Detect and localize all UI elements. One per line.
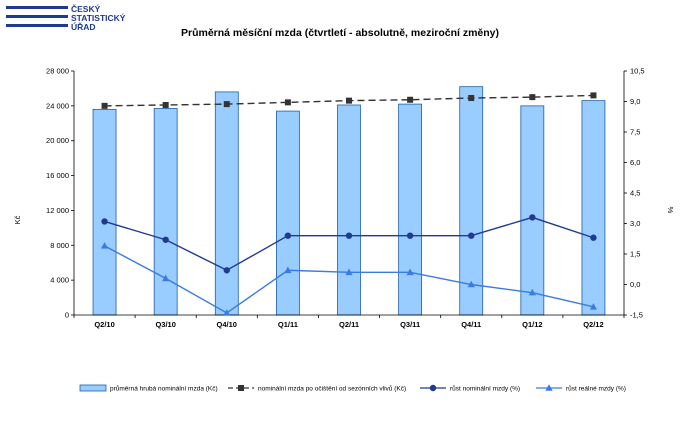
bar-Q4-10 bbox=[214, 91, 239, 316]
bar-Q3-11 bbox=[398, 103, 423, 316]
series-2-point bbox=[284, 232, 292, 239]
series-2-point bbox=[406, 232, 414, 239]
right-tick-label: 6,0 bbox=[630, 158, 640, 167]
series-3-point bbox=[100, 242, 109, 249]
left-tick-label: 8 000 bbox=[50, 241, 69, 250]
right-tick-label: 4,5 bbox=[630, 189, 640, 198]
left-tick-label: 16 000 bbox=[46, 171, 69, 180]
right-axis-label: % bbox=[666, 207, 675, 214]
legend-marker-2 bbox=[429, 384, 437, 392]
series-1-point bbox=[162, 101, 169, 108]
series-3-point bbox=[406, 268, 414, 276]
bar-Q2-10 bbox=[92, 108, 117, 316]
series-1-point bbox=[529, 94, 536, 101]
left-tick-label: 0 bbox=[65, 311, 69, 320]
right-tick-label: 1,5 bbox=[630, 250, 640, 259]
series-3-point bbox=[589, 303, 598, 310]
series-2-point bbox=[345, 232, 353, 239]
logo: ČESKÝ STATISTICKÝ ÚŘAD bbox=[6, 3, 126, 32]
series-2-point bbox=[590, 234, 597, 241]
plot-area: 0 4 000 8 000 12 000 16 000 20 000 24 000 28 00… bbox=[46, 67, 645, 330]
x-tick-label: Q3/10 bbox=[155, 320, 175, 329]
legend-swatch-0 bbox=[79, 384, 107, 392]
left-axis-label: Kč bbox=[13, 215, 22, 224]
bar-Q1-11 bbox=[275, 110, 300, 316]
logo-bar-1 bbox=[6, 6, 68, 9]
x-tick-label: Q2/11 bbox=[339, 320, 359, 329]
bar-Q2-12 bbox=[581, 100, 606, 316]
series-1-point bbox=[346, 97, 352, 104]
series-3-point bbox=[284, 266, 292, 274]
left-tick-label: 24 000 bbox=[46, 101, 69, 110]
x-tick-label: Q2/12 bbox=[583, 320, 603, 329]
legend-marker-1 bbox=[238, 385, 244, 391]
bar-Q1-12 bbox=[520, 105, 545, 316]
logo-line-2: STATISTICKÝ bbox=[71, 12, 126, 23]
series-3-point bbox=[467, 280, 475, 288]
legend-label-3: růst reálné mzdy (%) bbox=[566, 384, 626, 392]
x-tick-label: Q4/11 bbox=[461, 320, 481, 329]
legend: průměrná hrubá nominální mzda (Kč) nominá… bbox=[79, 384, 626, 392]
logo-bar-3 bbox=[6, 24, 68, 27]
right-tick-label: 7,5 bbox=[630, 128, 640, 137]
series-1-point bbox=[407, 96, 414, 103]
legend-label-1: nominální mzda po očištění od sezónních … bbox=[258, 384, 406, 392]
right-tick-label: -1,5 bbox=[630, 311, 643, 320]
series-2-point bbox=[223, 267, 230, 274]
bar-Q2-11 bbox=[337, 104, 361, 316]
series-3-point bbox=[528, 288, 536, 296]
right-tick-label: 9,0 bbox=[630, 97, 640, 106]
series-2-point bbox=[162, 236, 169, 243]
legend-label-2: růst nominální mzdy (%) bbox=[450, 384, 520, 392]
left-tick-label: 20 000 bbox=[46, 136, 69, 145]
right-tick-label: 10,5 bbox=[630, 67, 645, 76]
series-1-point bbox=[284, 99, 291, 106]
series-1-point bbox=[223, 101, 230, 108]
right-tick-label: 3,0 bbox=[630, 219, 640, 228]
series-2-point bbox=[529, 214, 536, 221]
logo-line-3: ÚŘAD bbox=[71, 21, 96, 32]
x-tick-label: Q3/11 bbox=[400, 320, 420, 329]
left-tick-label: 4 000 bbox=[50, 276, 69, 285]
x-tick-label: Q2/10 bbox=[94, 320, 114, 329]
bar-Q3-10 bbox=[153, 108, 178, 316]
x-tick-label: Q1/12 bbox=[522, 320, 542, 329]
right-tick-label: 0,0 bbox=[630, 280, 640, 289]
left-tick-label: 12 000 bbox=[46, 206, 69, 215]
left-tick-label: 28 000 bbox=[46, 67, 69, 76]
series-1-point bbox=[590, 92, 597, 99]
series-1-point bbox=[468, 95, 475, 102]
series-3-point bbox=[223, 309, 231, 316]
series-3-point bbox=[345, 268, 353, 276]
x-tick-label: Q4/10 bbox=[217, 320, 237, 329]
logo-bar-2 bbox=[6, 15, 68, 18]
series-1-point bbox=[101, 102, 108, 109]
series-2-point bbox=[468, 232, 475, 239]
logo-line-1: ČESKÝ bbox=[71, 3, 101, 14]
legend-label-0: průměrná hrubá nominální mzda (Kč) bbox=[110, 384, 218, 392]
chart-title: Průměrná měsíční mzda (čtvrtletí - absol… bbox=[181, 27, 499, 39]
series-3-point bbox=[162, 274, 170, 282]
x-tick-label: Q1/11 bbox=[278, 320, 298, 329]
legend-marker-3 bbox=[545, 384, 553, 391]
series-2-point bbox=[101, 218, 108, 225]
